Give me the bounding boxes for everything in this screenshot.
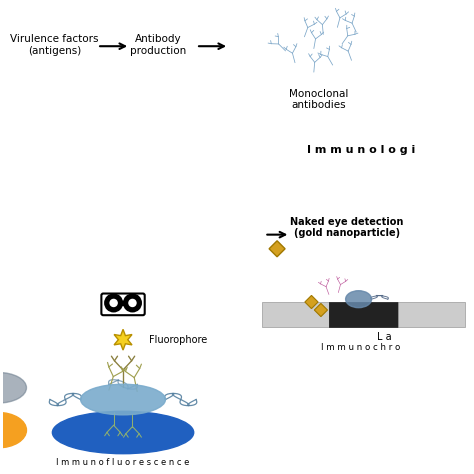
Text: Antibody
production: Antibody production (130, 35, 186, 56)
Text: I m m u n o l o g i: I m m u n o l o g i (307, 145, 415, 155)
Text: Naked eye detection
(gold nanoparticle): Naked eye detection (gold nanoparticle) (290, 217, 403, 238)
Circle shape (109, 299, 118, 307)
Polygon shape (269, 241, 285, 257)
Ellipse shape (81, 384, 165, 415)
Ellipse shape (0, 373, 27, 403)
Bar (398, 302, 465, 327)
Ellipse shape (346, 291, 372, 308)
Circle shape (128, 299, 137, 307)
Polygon shape (114, 329, 132, 350)
Text: L a: L a (377, 332, 392, 342)
Polygon shape (314, 303, 328, 317)
Ellipse shape (53, 411, 194, 454)
Bar (116, 301, 130, 305)
Polygon shape (305, 295, 318, 309)
Text: I m m u n o f l u o r e s c e n c e: I m m u n o f l u o r e s c e n c e (56, 458, 190, 467)
Bar (262, 302, 329, 327)
Text: Fluorophore: Fluorophore (149, 335, 207, 345)
Ellipse shape (0, 412, 27, 448)
Text: I m m u n o c h r o: I m m u n o c h r o (321, 343, 401, 352)
Bar (329, 302, 398, 327)
Text: Monoclonal
antibodies: Monoclonal antibodies (289, 89, 348, 110)
Text: Virulence factors
(antigens): Virulence factors (antigens) (10, 35, 99, 56)
Circle shape (124, 294, 141, 311)
Circle shape (105, 294, 122, 311)
